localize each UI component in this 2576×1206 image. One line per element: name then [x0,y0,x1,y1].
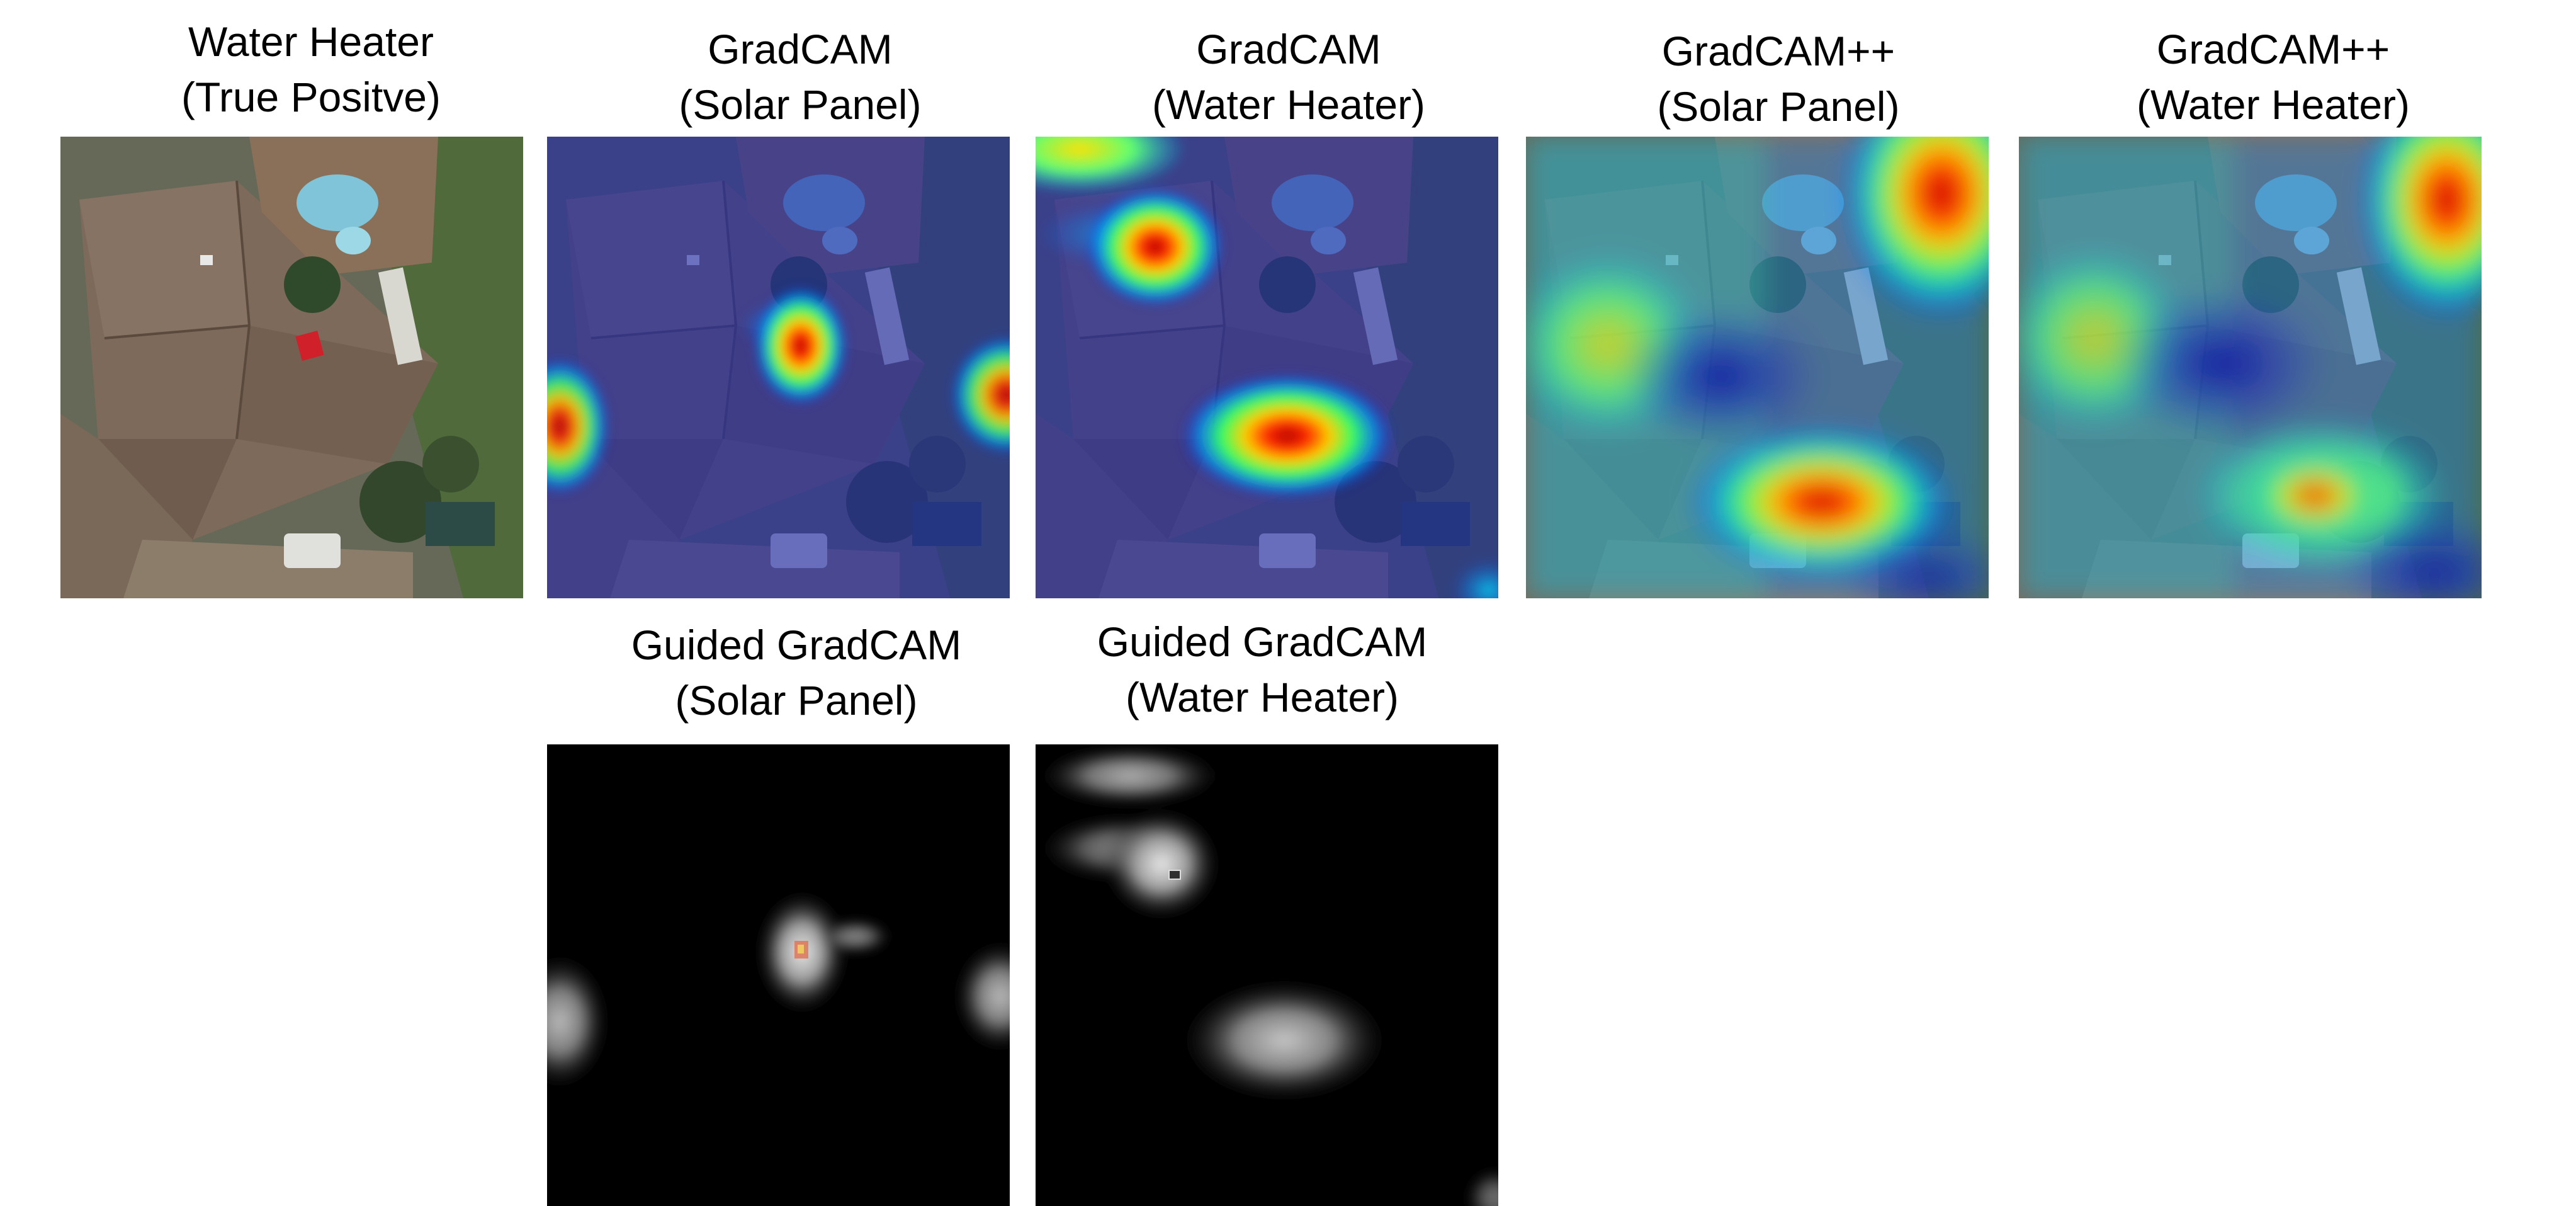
title-line2: (True Positve) [181,74,441,120]
title-gradcampp-solar: GradCAM++ (Solar Panel) [1495,23,2062,134]
title-line2: (Solar Panel) [679,81,922,128]
title-gradcampp-water: GradCAM++ (Water Heater) [1990,21,2556,132]
title-gradcam-solar: GradCAM (Solar Panel) [517,21,1083,132]
title-line2: (Water Heater) [1126,674,1399,720]
title-line1: GradCAM [1196,26,1381,72]
title-line1: Guided GradCAM [631,622,962,668]
image-original-aerial [60,137,523,598]
image-guided-gradcam-solar-panel [547,744,1010,1206]
image-gradcampp-solar-panel [1526,137,1989,598]
image-gradcampp-water-heater [2019,137,2482,598]
title-line1: GradCAM [708,26,893,72]
title-line1: GradCAM++ [1661,28,1895,74]
title-line1: Water Heater [188,18,434,65]
title-guided-water: Guided GradCAM (Water Heater) [979,614,1545,725]
title-line1: Guided GradCAM [1097,618,1428,665]
title-line2: (Solar Panel) [675,677,918,724]
title-gradcam-water: GradCAM (Water Heater) [1005,21,1572,132]
title-line2: (Water Heater) [2137,81,2410,128]
title-original: Water Heater (True Positve) [28,14,594,125]
water-heater-marker [295,331,324,361]
title-line2: (Solar Panel) [1657,83,1900,130]
title-line1: GradCAM++ [2156,26,2390,72]
title-line2: (Water Heater) [1152,81,1425,128]
image-gradcam-water-heater [1036,137,1498,598]
image-guided-gradcam-water-heater [1036,744,1498,1206]
title-guided-solar: Guided GradCAM (Solar Panel) [513,617,1080,728]
image-gradcam-solar-panel [547,137,1010,598]
